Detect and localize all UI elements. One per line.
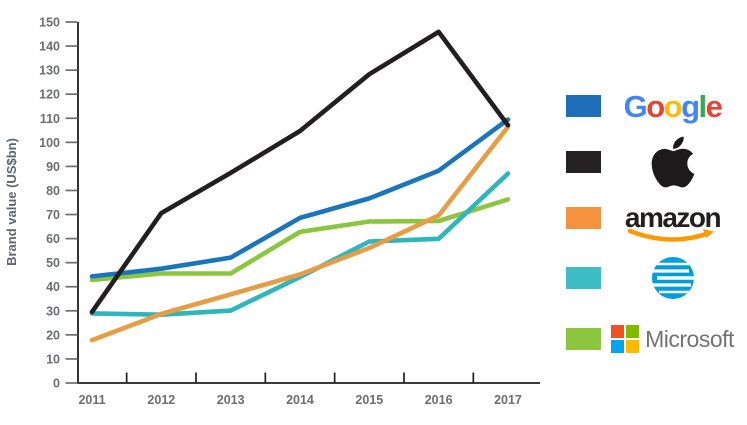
google-letter: e xyxy=(705,88,723,124)
y-tick-label: 90 xyxy=(46,160,60,174)
amazon-logo: amazon xyxy=(601,188,744,248)
y-axis-title: Brand value (US$bn) xyxy=(4,138,19,266)
y-tick-label: 20 xyxy=(46,328,60,342)
y-tick-label: 70 xyxy=(46,208,60,222)
y-tick-label: 120 xyxy=(39,88,60,102)
microsoft-logo: Microsoft xyxy=(601,309,744,369)
google-letter: g xyxy=(681,88,700,124)
x-tick-label: 2014 xyxy=(286,393,314,407)
legend-item-google: Google xyxy=(566,76,744,136)
y-tick-label: 110 xyxy=(40,112,60,126)
google-letter: o xyxy=(646,88,665,124)
google-logo: Google xyxy=(601,76,744,136)
microsoft-wordmark: Microsoft xyxy=(645,325,734,352)
legend-item-apple xyxy=(566,132,744,192)
line-chart: 0 10 20 30 40 50 60 70 80 90 100 110 120 130 140 150 201… xyxy=(4,16,540,407)
series-line-att xyxy=(89,171,511,318)
y-tick-label: 80 xyxy=(46,184,60,198)
microsoft-square xyxy=(611,340,625,353)
google-letter: l xyxy=(698,88,708,124)
y-tick-label: 10 xyxy=(46,352,60,366)
legend-item-amazon: amazon xyxy=(566,188,744,248)
y-tick-label: 130 xyxy=(39,64,60,78)
google-letter: o xyxy=(663,88,683,124)
x-tick-label: 2016 xyxy=(425,393,453,407)
x-tick-label: 2015 xyxy=(355,393,383,407)
y-tick-label: 100 xyxy=(39,136,60,150)
series-line-apple xyxy=(89,29,511,315)
microsoft-square xyxy=(626,340,640,353)
legend-item-microsoft: Microsoft xyxy=(566,309,744,369)
series-line-google xyxy=(89,117,511,279)
amazon-wordmark: amazon xyxy=(624,202,722,233)
series-line-microsoft xyxy=(89,197,511,283)
microsoft-square xyxy=(626,325,640,338)
y-tick-label: 60 xyxy=(46,232,60,246)
att-globe-icon xyxy=(651,257,694,299)
series-line-amazon xyxy=(89,124,511,343)
y-tick-label: 50 xyxy=(46,256,60,270)
x-tick-label: 2017 xyxy=(494,393,522,407)
google-color-swatch xyxy=(566,95,601,117)
y-tick-label: 140 xyxy=(39,40,60,54)
apple-color-swatch xyxy=(566,151,601,173)
y-tick-label: 0 xyxy=(53,377,60,391)
legend-item-att xyxy=(566,248,744,308)
axis-lines xyxy=(77,22,540,384)
y-tick-label: 30 xyxy=(46,304,60,318)
att-logo xyxy=(601,248,744,308)
google-wordmark: Google xyxy=(623,88,723,124)
amazon-color-swatch xyxy=(566,207,601,229)
x-tick-label: 2012 xyxy=(147,393,175,407)
apple-icon xyxy=(651,136,694,188)
microsoft-square xyxy=(611,325,625,338)
y-tick-label: 150 xyxy=(39,16,60,30)
x-tick-label: 2011 xyxy=(78,393,105,407)
amazon-smile-icon xyxy=(627,228,714,242)
google-letter: G xyxy=(623,88,648,124)
apple-logo xyxy=(601,132,744,192)
microsoft-color-swatch xyxy=(566,328,601,350)
att-color-swatch xyxy=(566,267,601,289)
y-tick-label: 40 xyxy=(46,280,60,294)
microsoft-squares-icon xyxy=(611,325,640,353)
x-tick-label: 2013 xyxy=(217,393,245,407)
